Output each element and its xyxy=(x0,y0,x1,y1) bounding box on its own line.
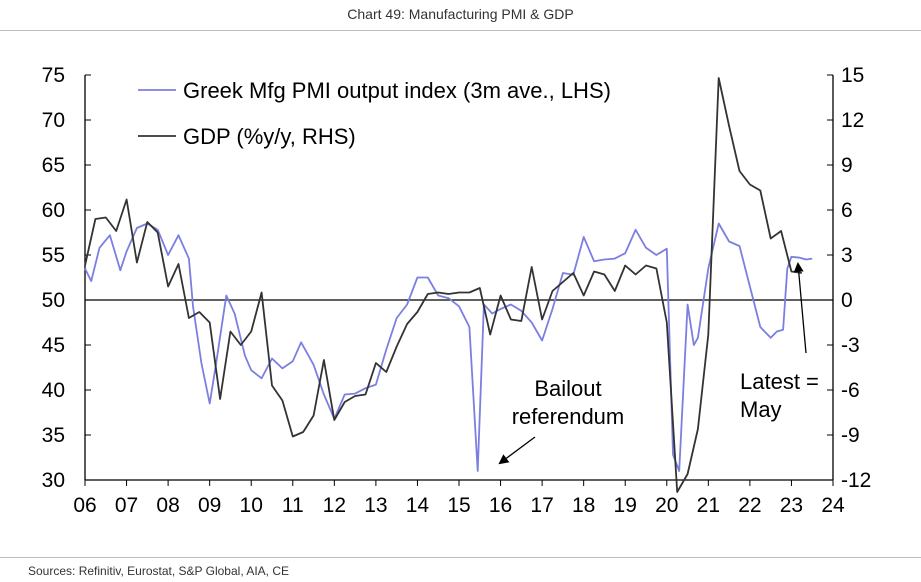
x-tick-label: 10 xyxy=(240,494,263,517)
right-tick-label: 0 xyxy=(841,289,853,312)
x-tick-label: 16 xyxy=(489,494,512,517)
x-tick-label: 17 xyxy=(530,494,553,517)
right-tick-label: 12 xyxy=(841,109,864,132)
left-tick-label: 75 xyxy=(42,64,65,87)
x-tick-label: 11 xyxy=(282,494,304,517)
left-tick-label: 40 xyxy=(42,379,65,402)
x-tick-label: 19 xyxy=(614,494,637,517)
legend-label: Greek Mfg PMI output index (3m ave., LHS… xyxy=(183,78,611,103)
x-tick-label: 15 xyxy=(447,494,470,517)
x-tick-label: 06 xyxy=(73,494,96,517)
left-tick-label: 50 xyxy=(42,289,65,312)
annotation-bailout-text: Bailout xyxy=(534,376,601,401)
left-tick-label: 60 xyxy=(42,199,65,222)
left-tick-label: 35 xyxy=(42,424,65,447)
top-divider xyxy=(0,30,921,31)
gdp-series-line xyxy=(84,77,802,493)
legend-label: GDP (%y/y, RHS) xyxy=(183,124,356,149)
x-tick-label: 08 xyxy=(156,494,179,517)
chart-title: Chart 49: Manufacturing PMI & GDP xyxy=(347,6,574,22)
x-tick-label: 24 xyxy=(821,494,845,517)
annotation-bailout-text: referendum xyxy=(512,404,625,429)
right-tick-label: -6 xyxy=(841,379,860,402)
right-tick-label: 6 xyxy=(841,199,853,222)
x-tick-label: 22 xyxy=(738,494,761,517)
right-tick-label: -9 xyxy=(841,424,860,447)
x-tick-label: 18 xyxy=(572,494,595,517)
x-tick-label: 13 xyxy=(364,494,387,517)
right-tick-label: 9 xyxy=(841,154,853,177)
x-tick-label: 23 xyxy=(780,494,803,517)
right-tick-label: -3 xyxy=(841,334,860,357)
left-tick-label: 30 xyxy=(42,469,65,492)
x-tick-label: 21 xyxy=(697,494,720,517)
x-tick-label: 07 xyxy=(115,494,138,517)
pmi-series-line xyxy=(84,222,813,472)
annotation-latest-text: Latest = xyxy=(740,369,819,394)
x-tick-label: 20 xyxy=(655,494,678,517)
right-tick-label: 3 xyxy=(841,244,853,267)
annotation-latest-text: May xyxy=(740,397,782,422)
x-tick-label: 14 xyxy=(406,494,430,517)
left-tick-label: 45 xyxy=(42,334,65,357)
annotation-latest-arrow xyxy=(793,262,807,354)
source-note: Sources: Refinitiv, Eurostat, S&P Global… xyxy=(28,564,290,578)
x-tick-label: 09 xyxy=(198,494,221,517)
left-tick-label: 70 xyxy=(42,109,65,132)
left-tick-label: 65 xyxy=(42,154,65,177)
right-tick-label: 15 xyxy=(841,64,864,87)
bottom-divider xyxy=(0,557,921,558)
x-tick-label: 12 xyxy=(323,494,346,517)
right-tick-label: -12 xyxy=(841,469,871,492)
annotation-bailout-arrow xyxy=(498,436,536,465)
left-tick-label: 55 xyxy=(42,244,65,267)
